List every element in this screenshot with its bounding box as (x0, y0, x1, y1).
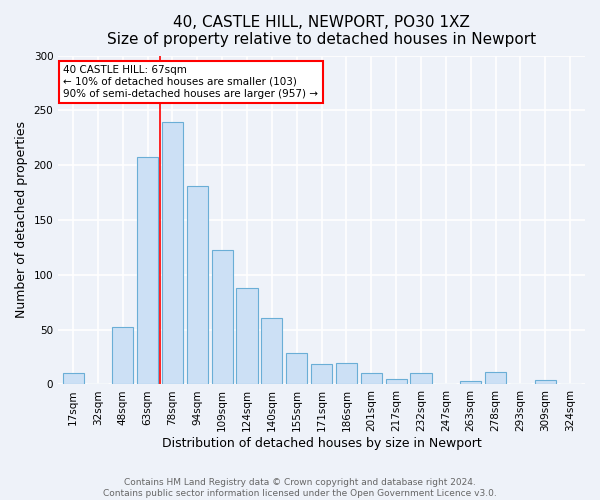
Bar (62, 374, 83, 384)
Bar (535, 380, 556, 384)
Bar (262, 318, 283, 384)
Bar (485, 372, 506, 384)
Bar (236, 288, 257, 384)
Y-axis label: Number of detached properties: Number of detached properties (15, 122, 28, 318)
Bar (137, 158, 158, 384)
Bar (410, 374, 431, 384)
Bar (187, 186, 208, 384)
Bar (286, 352, 307, 384)
Text: Contains HM Land Registry data © Crown copyright and database right 2024.
Contai: Contains HM Land Registry data © Crown c… (103, 478, 497, 498)
Bar (386, 379, 407, 384)
Bar (212, 250, 233, 384)
Bar (460, 381, 481, 384)
Bar (336, 362, 357, 384)
X-axis label: Distribution of detached houses by size in Newport: Distribution of detached houses by size … (162, 437, 481, 450)
Title: 40, CASTLE HILL, NEWPORT, PO30 1XZ
Size of property relative to detached houses : 40, CASTLE HILL, NEWPORT, PO30 1XZ Size … (107, 15, 536, 48)
Bar (311, 364, 332, 384)
Bar (162, 122, 183, 384)
Bar (361, 374, 382, 384)
Text: 40 CASTLE HILL: 67sqm
← 10% of detached houses are smaller (103)
90% of semi-det: 40 CASTLE HILL: 67sqm ← 10% of detached … (64, 66, 319, 98)
Bar (112, 328, 133, 384)
